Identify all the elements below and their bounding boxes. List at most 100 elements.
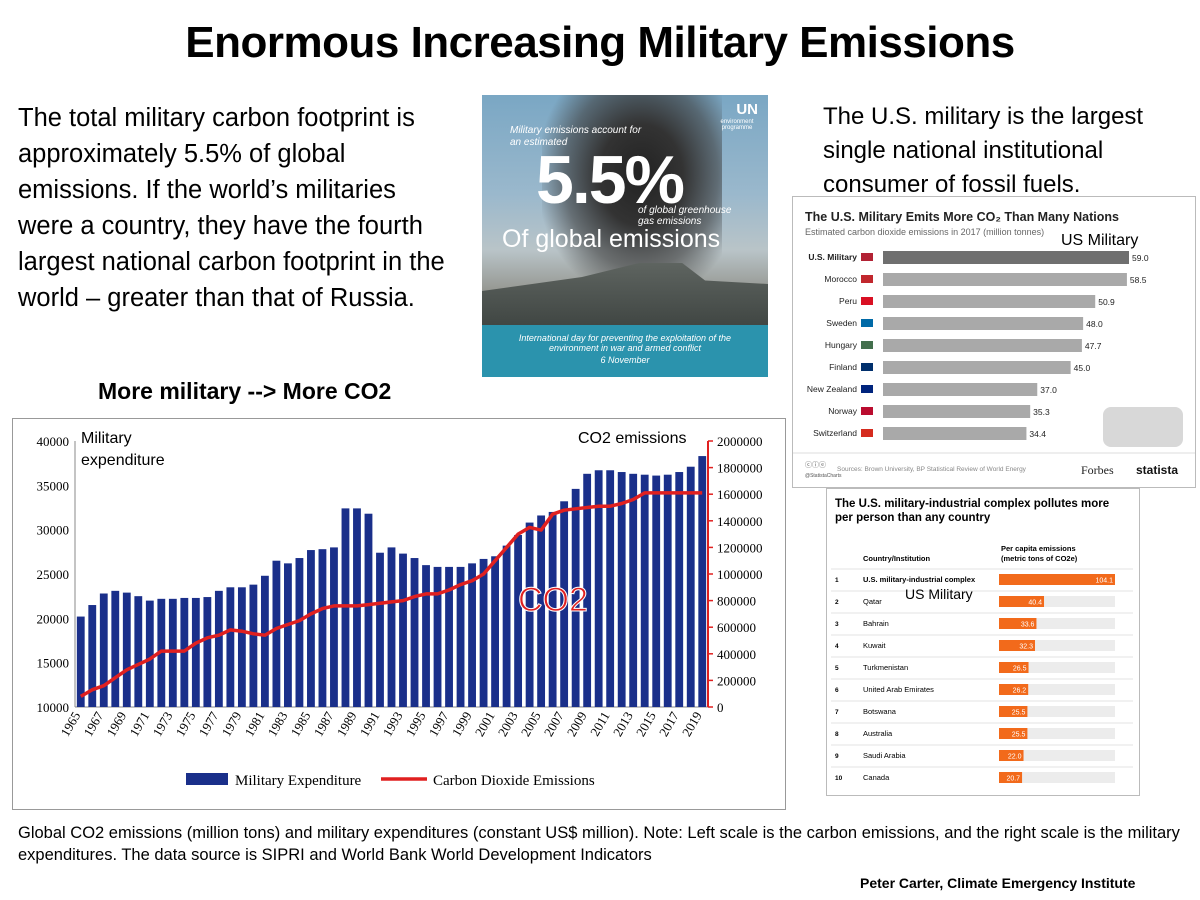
right-tick-label: 1400000 (717, 514, 763, 529)
poster-footer: International day for preventing the exp… (518, 333, 732, 353)
chart-caption: Global CO2 emissions (million tons) and … (18, 824, 1180, 864)
military-bar (663, 474, 672, 707)
table-bar (999, 662, 1029, 673)
military-bar (468, 563, 476, 707)
military-bar (629, 473, 638, 707)
table-bar (999, 750, 1024, 761)
military-bar (399, 553, 407, 707)
military-bar (191, 597, 200, 707)
x-tick-label: 1999 (449, 709, 475, 739)
chart2-bar (883, 405, 1031, 418)
chart2-bar (883, 251, 1129, 264)
table-bar-track (999, 662, 1115, 673)
military-bar (134, 596, 143, 707)
flag-icon (861, 385, 873, 393)
right-tick-label: 600000 (717, 620, 756, 635)
left-tick-label: 10000 (37, 700, 70, 715)
table-bar (999, 618, 1037, 629)
chart2-category-label: Norway (828, 406, 858, 416)
legend-bar-swatch (186, 773, 228, 785)
x-tick-label: 1971 (126, 709, 152, 739)
military-bar (387, 547, 396, 707)
military-bar (76, 616, 85, 707)
per-capita-table: The U.S. military-industrial complex pol… (826, 488, 1140, 796)
poster-date: 6 November (600, 355, 650, 365)
flag-icon (861, 407, 873, 415)
chart2-value-label: 50.9 (1098, 297, 1115, 307)
x-tick-label: 1987 (311, 709, 337, 739)
un-logo: UN (736, 101, 758, 118)
military-bar (686, 466, 695, 707)
co2-overlay-label: CO2 (518, 581, 588, 619)
table-name: Saudi Arabia (863, 751, 906, 760)
chart2-bar (883, 383, 1038, 396)
table-rank: 2 (835, 599, 839, 606)
military-bar (456, 566, 465, 707)
military-bar (226, 587, 235, 707)
military-co2-chart: 10000 15000 20000 25000 30000 35000 40000 0 2000… (12, 418, 786, 810)
military-bar (479, 558, 488, 707)
right-tick-label: 200000 (717, 673, 756, 688)
chart2-cc: @StatistaCharts (805, 473, 842, 479)
military-bar (353, 508, 361, 707)
table-name: Turkmenistan (863, 663, 908, 672)
chart2-bar (883, 295, 1096, 308)
x-tick-label: 1975 (172, 709, 198, 739)
x-tick-label: 2015 (633, 709, 659, 739)
table-rank: 9 (835, 753, 839, 760)
table-bar (999, 596, 1045, 607)
table-bar (999, 706, 1028, 717)
chart2-category-label: Finland (829, 362, 857, 372)
military-bar (548, 511, 557, 707)
intro-text: The total military carbon footprint is a… (18, 104, 445, 312)
x-tick-label: 2003 (495, 709, 521, 739)
us-military-note: The U.S. military is the largest single … (823, 103, 1144, 198)
un-logo-sub: environment programme (720, 119, 754, 131)
table-bar (999, 574, 1115, 585)
co2-line (79, 491, 703, 698)
military-bar (514, 534, 523, 707)
table-bar-track (999, 684, 1115, 695)
military-bar (606, 470, 615, 707)
military-bar (652, 475, 661, 707)
table-value: 20.7 (1006, 776, 1020, 783)
military-bar (445, 566, 453, 707)
left-tick-label: 40000 (37, 434, 70, 449)
chart2-value-label: 59.0 (1132, 253, 1149, 263)
table-value: 40.4 (1028, 600, 1042, 607)
right-tick-label: 1600000 (717, 487, 763, 502)
military-bar (433, 566, 442, 707)
chart2-source: Sources: Brown University, BP Statistica… (837, 466, 1027, 473)
table-col2-header: Per capita emissions (1001, 544, 1076, 553)
left-axis-title-2: expenditure (81, 452, 165, 469)
chart2-bar (883, 339, 1082, 352)
page-title: Enormous Increasing Military Emissions (185, 18, 1015, 67)
table-bar-track (999, 618, 1115, 629)
chart2-title: The U.S. Military Emits More CO₂ Than Ma… (805, 210, 1119, 224)
military-bar (122, 592, 131, 707)
credit-line: Peter Carter, Climate Emergency Institut… (860, 875, 1136, 891)
right-tick-label: 1800000 (717, 461, 763, 476)
military-bar (203, 597, 212, 707)
military-bar (583, 473, 592, 707)
table-col1-header: Country/Institution (863, 554, 930, 563)
x-tick-label: 1985 (288, 709, 314, 739)
poster-big-number: 5.5% (536, 142, 685, 218)
x-tick-label: 2019 (679, 709, 705, 739)
flag-icon (861, 429, 873, 437)
table-name: Kuwait (863, 641, 886, 650)
military-bar (422, 565, 430, 707)
table-bar-track (999, 728, 1115, 739)
per-capita-table-svg: The U.S. military-industrial complex pol… (831, 498, 1133, 783)
legend-line-label: Carbon Dioxide Emissions (433, 773, 595, 789)
military-bar (214, 590, 223, 707)
military-bar (341, 508, 350, 707)
x-tick-label: 1981 (242, 709, 268, 739)
tank-silhouette-icon (1103, 407, 1183, 447)
x-tick-label: 2001 (472, 709, 498, 739)
table-value: 25.5 (1012, 710, 1026, 717)
table-bar (999, 772, 1023, 783)
statista-logo: statista (1136, 463, 1178, 477)
military-bar (617, 472, 626, 707)
table-annotation: US Military (905, 586, 973, 602)
